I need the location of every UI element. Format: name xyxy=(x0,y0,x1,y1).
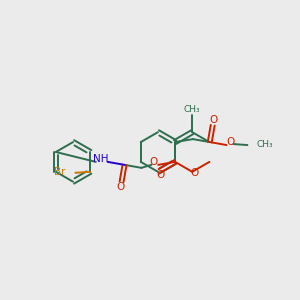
Text: O: O xyxy=(149,157,158,167)
Text: O: O xyxy=(210,115,218,125)
Text: O: O xyxy=(157,170,165,180)
Text: CH₃: CH₃ xyxy=(184,105,201,114)
Text: CH₃: CH₃ xyxy=(256,140,273,148)
Text: O: O xyxy=(190,168,198,178)
Text: NH: NH xyxy=(93,154,109,164)
Text: Br: Br xyxy=(54,167,65,177)
Text: O: O xyxy=(116,182,125,192)
Text: O: O xyxy=(226,137,235,147)
